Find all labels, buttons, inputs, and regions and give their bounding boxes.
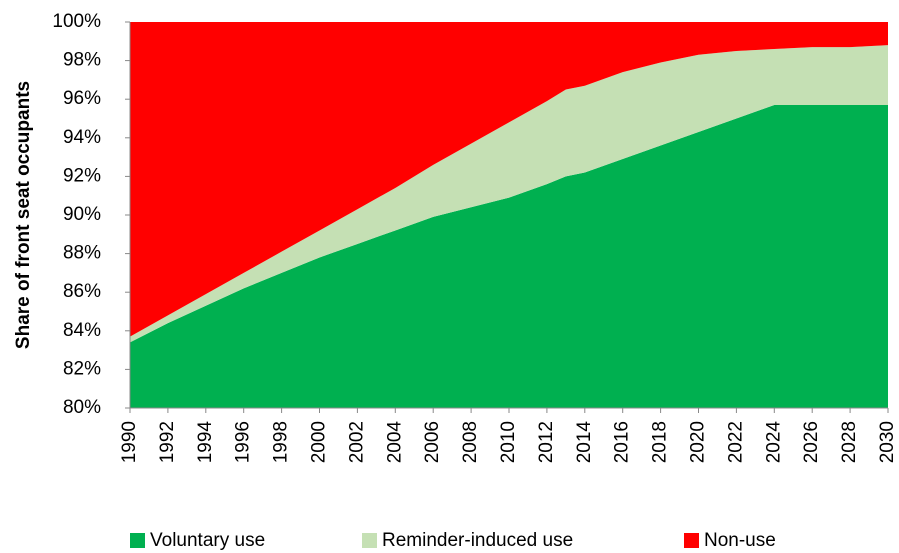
x-tick-label: 1990 [119, 421, 140, 463]
x-tick-label: 2004 [384, 421, 405, 464]
y-tick-label: 96% [63, 88, 101, 109]
x-tick-label: 2008 [460, 421, 481, 463]
x-tick-label: 2030 [877, 421, 898, 463]
x-tick-label: 2020 [688, 421, 709, 463]
y-tick-label: 92% [63, 165, 101, 186]
y-axis-label: Share of front seat occupants [13, 81, 34, 349]
x-tick-label: 2014 [574, 421, 595, 464]
x-tick-label: 1992 [157, 421, 178, 463]
x-tick-label: 1996 [233, 421, 254, 463]
x-tick-label: 2002 [346, 421, 367, 463]
x-tick-label: 2010 [498, 421, 519, 463]
plot-area [130, 22, 888, 408]
legend-swatch [684, 533, 699, 548]
area [130, 22, 888, 337]
y-tick-label: 100% [52, 11, 101, 32]
y-tick-label: 94% [63, 127, 101, 148]
legend-label: Reminder-induced use [382, 530, 573, 551]
area [130, 104, 888, 408]
x-tick-label: 2000 [309, 421, 330, 463]
x-tick-label: 2028 [839, 421, 860, 463]
y-tick-label: 82% [63, 358, 101, 379]
legend-label: Non-use [704, 530, 776, 551]
y-tick-label: 80% [63, 397, 101, 418]
y-tick-label: 98% [63, 50, 101, 71]
area [130, 45, 888, 343]
x-tick-label: 2006 [422, 421, 443, 463]
legend-swatch [362, 533, 377, 548]
y-tick-label: 84% [63, 320, 101, 341]
x-tick-label: 2018 [650, 421, 671, 463]
x-tick-label: 1998 [271, 421, 292, 463]
x-tick-label: 2012 [536, 421, 557, 463]
y-tick-label: 90% [63, 204, 101, 225]
legend-label: Voluntary use [150, 530, 265, 551]
y-tick-label: 86% [63, 281, 101, 302]
legend-swatch [130, 533, 145, 548]
x-tick-label: 2016 [612, 421, 633, 463]
x-tick-label: 1994 [195, 421, 216, 464]
x-tick-label: 2024 [763, 421, 784, 464]
y-tick-label: 88% [63, 243, 101, 264]
x-tick-label: 2022 [725, 421, 746, 463]
x-tick-label: 2026 [801, 421, 822, 463]
